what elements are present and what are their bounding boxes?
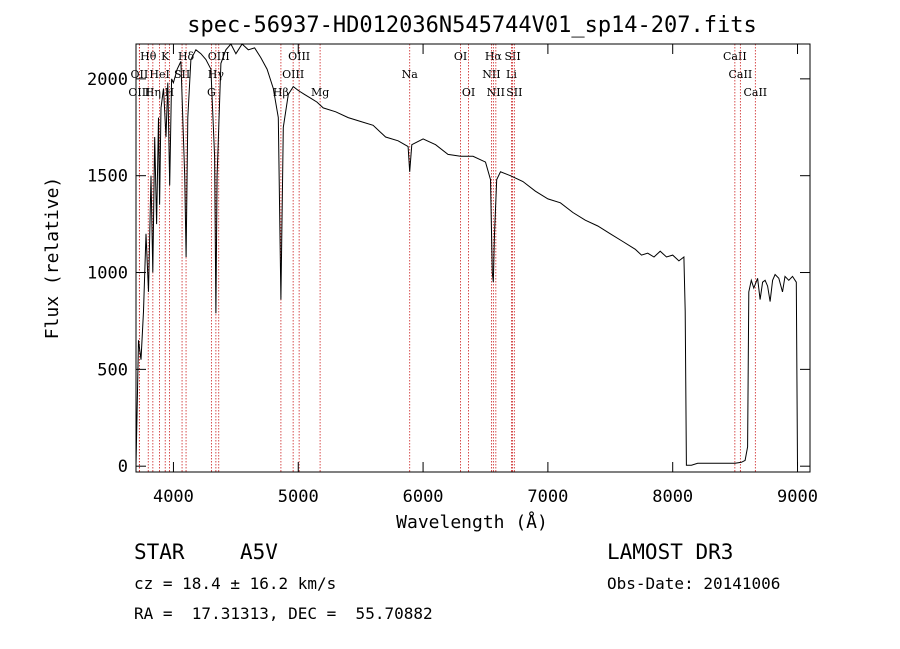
- line-label: CaII: [743, 86, 767, 99]
- survey-name: LAMOST DR3: [607, 540, 734, 564]
- line-label: Hγ: [208, 68, 225, 81]
- y-tick-label: 2000: [87, 70, 128, 90]
- y-tick-label: 1000: [87, 264, 128, 284]
- line-label: CaII: [723, 50, 747, 63]
- y-tick-label: 500: [97, 360, 128, 380]
- line-label: K: [161, 50, 170, 63]
- line-label: NII: [482, 68, 500, 81]
- x-axis-label: Wavelength (Å): [396, 511, 548, 533]
- line-label: OIII: [288, 50, 310, 63]
- line-label: Mg: [311, 86, 329, 99]
- x-tick-label: 4000: [153, 487, 194, 507]
- line-label: Hθ: [140, 50, 157, 63]
- line-label: CaII: [729, 68, 753, 81]
- line-label: H: [165, 86, 175, 99]
- x-axis-ticks: 4000 5000 6000 7000 8000 9000: [153, 44, 818, 507]
- spectrum-line: [135, 43, 798, 467]
- y-axis-label: Flux (relative): [42, 177, 63, 340]
- line-label: OI: [454, 50, 467, 63]
- line-label: Na: [402, 68, 419, 81]
- x-tick-label: 9000: [777, 487, 818, 507]
- plot-frame: [135, 43, 811, 473]
- line-label: OIII: [128, 86, 150, 99]
- chart-title: spec-56937-HD012036N545744V01_sp14-207.f…: [187, 13, 757, 38]
- line-label: HeI: [149, 68, 169, 81]
- line-label: Hη: [145, 86, 161, 99]
- line-label: Hβ: [273, 86, 289, 99]
- redshift-cz: cz = 18.4 ± 16.2 km/s: [134, 574, 337, 593]
- x-tick-label: 6000: [403, 487, 444, 507]
- object-subclass: A5V: [240, 540, 278, 564]
- x-tick-label: 8000: [652, 487, 693, 507]
- line-label: Hα: [485, 50, 503, 63]
- line-label: SII: [174, 68, 190, 81]
- x-tick-label: 5000: [278, 487, 319, 507]
- line-label: OI: [462, 86, 475, 99]
- x-tick-label: 7000: [527, 487, 568, 507]
- line-label: SII: [504, 50, 520, 63]
- line-label: Li: [506, 68, 517, 81]
- y-axis-ticks: 0 500 1000 1500 2000: [87, 70, 810, 477]
- ra-dec: RA = 17.31313, DEC = 55.70882: [134, 604, 433, 623]
- y-tick-label: 0: [118, 457, 128, 477]
- obs-date: Obs-Date: 20141006: [607, 574, 781, 593]
- line-label: OIII: [282, 68, 304, 81]
- line-label: G: [207, 86, 216, 99]
- object-class: STAR: [134, 540, 185, 564]
- line-label: SII: [506, 86, 522, 99]
- y-tick-label: 1500: [87, 167, 128, 187]
- line-label: NII: [487, 86, 505, 99]
